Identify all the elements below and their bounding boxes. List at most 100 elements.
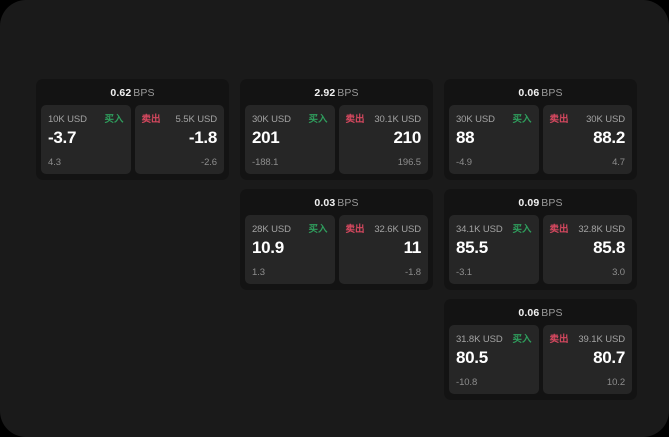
sell-price: -1.8: [188, 128, 217, 147]
sell-size-label: 32.8K USD: [578, 224, 625, 235]
buy-panel[interactable]: 31.8K USD 买入 80.5 -10.8: [449, 325, 539, 394]
buy-action-label: 买入: [104, 114, 124, 125]
sell-delta: 4.7: [612, 157, 625, 168]
buy-price: -3.7: [48, 128, 77, 147]
spread-card[interactable]: 0.06 BPS 31.8K USD 买入 80.5 -10.8 卖出: [444, 299, 637, 400]
sell-size-label: 30K USD: [586, 114, 625, 125]
card-header: 0.06 BPS: [449, 304, 632, 325]
column-2: 2.92 BPS 30K USD 买入 201 -188.1 卖出: [240, 79, 433, 400]
sell-action-label: 卖出: [345, 114, 365, 125]
buy-panel[interactable]: 30K USD 买入 201 -188.1: [245, 105, 335, 174]
buy-delta: 1.3: [252, 267, 265, 278]
bps-unit: BPS: [133, 87, 155, 99]
card-sides: 31.8K USD 买入 80.5 -10.8 卖出 39.1K USD 80.…: [449, 325, 632, 394]
sell-panel-header: 卖出 32.6K USD: [346, 221, 422, 235]
buy-panel[interactable]: 30K USD 买入 88 -4.9: [449, 105, 539, 174]
card-sides: 34.1K USD 买入 85.5 -3.1 卖出 32.8K USD 85.8…: [449, 215, 632, 284]
card-sides: 28K USD 买入 10.9 1.3 卖出 32.6K USD 11 -1.8: [245, 215, 428, 284]
sell-size-label: 39.1K USD: [578, 334, 625, 345]
sell-panel-header: 卖出 30K USD: [549, 111, 626, 125]
sell-panel[interactable]: 卖出 30K USD 88.2 4.7: [542, 105, 632, 174]
sell-panel[interactable]: 卖出 5.5K USD -1.8 -2.6: [134, 105, 224, 174]
sell-action-label: 卖出: [549, 334, 569, 345]
column-1: 0.62 BPS 10K USD 买入 -3.7 4.3 卖出: [36, 79, 229, 400]
bps-unit: BPS: [337, 197, 359, 209]
sell-price: 210: [393, 128, 422, 147]
spread-card[interactable]: 0.62 BPS 10K USD 买入 -3.7 4.3 卖出: [36, 79, 229, 180]
sell-delta: -2.6: [201, 157, 217, 168]
sell-panel-header: 卖出 5.5K USD: [141, 111, 218, 125]
sell-size-label: 5.5K USD: [175, 114, 218, 125]
buy-size-label: 30K USD: [252, 114, 291, 125]
card-header: 0.03 BPS: [245, 194, 428, 215]
sell-panel-header: 卖出 30.1K USD: [345, 111, 422, 125]
bps-value: 0.03: [314, 197, 336, 209]
buy-size-label: 28K USD: [252, 224, 291, 235]
card-sides: 30K USD 买入 201 -188.1 卖出 30.1K USD 210 1…: [245, 105, 428, 174]
buy-panel[interactable]: 28K USD 买入 10.9 1.3: [245, 215, 335, 284]
buy-delta: -10.8: [456, 377, 478, 388]
buy-delta: -4.9: [456, 157, 472, 168]
buy-price: 80.5: [456, 348, 488, 367]
buy-panel[interactable]: 10K USD 买入 -3.7 4.3: [41, 105, 131, 174]
buy-panel-header: 34.1K USD 买入: [456, 221, 532, 235]
sell-price: 80.7: [593, 348, 625, 367]
spread-card[interactable]: 2.92 BPS 30K USD 买入 201 -188.1 卖出: [240, 79, 433, 180]
bps-unit: BPS: [541, 87, 563, 99]
buy-panel-header: 28K USD 买入: [252, 221, 328, 235]
sell-delta: 10.2: [606, 377, 625, 388]
sell-size-label: 32.6K USD: [374, 224, 421, 235]
sell-delta: 3.0: [612, 267, 625, 278]
bps-value: 0.06: [518, 307, 540, 319]
bps-value: 0.06: [518, 87, 540, 99]
buy-size-label: 31.8K USD: [456, 334, 503, 345]
buy-panel-header: 30K USD 买入: [252, 111, 328, 125]
bps-value: 2.92: [314, 87, 336, 99]
sell-action-label: 卖出: [549, 114, 569, 125]
buy-delta: -188.1: [252, 157, 279, 168]
buy-action-label: 买入: [308, 224, 328, 235]
buy-price: 88: [456, 128, 475, 147]
sell-panel[interactable]: 卖出 30.1K USD 210 196.5: [338, 105, 428, 174]
buy-delta: 4.3: [48, 157, 61, 168]
buy-panel-header: 10K USD 买入: [48, 111, 124, 125]
bps-value: 0.62: [110, 87, 132, 99]
sell-panel[interactable]: 卖出 32.6K USD 11 -1.8: [338, 215, 428, 284]
column-3: 0.06 BPS 30K USD 买入 88 -4.9 卖出: [444, 79, 637, 400]
spread-card[interactable]: 0.06 BPS 30K USD 买入 88 -4.9 卖出: [444, 79, 637, 180]
sell-price: 85.8: [593, 238, 625, 257]
sell-delta: 196.5: [397, 157, 421, 168]
buy-price: 10.9: [252, 238, 284, 257]
spread-card-grid: 0.62 BPS 10K USD 买入 -3.7 4.3 卖出: [36, 79, 637, 400]
sell-panel[interactable]: 卖出 39.1K USD 80.7 10.2: [542, 325, 632, 394]
buy-size-label: 10K USD: [48, 114, 87, 125]
sell-panel[interactable]: 卖出 32.8K USD 85.8 3.0: [542, 215, 632, 284]
sell-price: 11: [403, 238, 422, 257]
sell-panel-header: 卖出 39.1K USD: [549, 331, 626, 345]
buy-action-label: 买入: [308, 114, 328, 125]
spread-card[interactable]: 0.09 BPS 34.1K USD 买入 85.5 -3.1 卖出: [444, 189, 637, 290]
card-header: 0.62 BPS: [41, 84, 224, 105]
buy-panel-header: 31.8K USD 买入: [456, 331, 532, 345]
card-header: 0.09 BPS: [449, 194, 632, 215]
buy-size-label: 30K USD: [456, 114, 495, 125]
card-header: 0.06 BPS: [449, 84, 632, 105]
buy-size-label: 34.1K USD: [456, 224, 503, 235]
buy-delta: -3.1: [456, 267, 472, 278]
sell-delta: -1.8: [405, 267, 421, 278]
sell-action-label: 卖出: [141, 114, 161, 125]
bps-unit: BPS: [541, 197, 563, 209]
sell-panel-header: 卖出 32.8K USD: [549, 221, 626, 235]
bps-unit: BPS: [541, 307, 563, 319]
spread-card[interactable]: 0.03 BPS 28K USD 买入 10.9 1.3 卖出: [240, 189, 433, 290]
buy-action-label: 买入: [512, 114, 532, 125]
bps-unit: BPS: [337, 87, 359, 99]
sell-action-label: 卖出: [549, 224, 569, 235]
card-sides: 10K USD 买入 -3.7 4.3 卖出 5.5K USD -1.8 -2.…: [41, 105, 224, 174]
card-header: 2.92 BPS: [245, 84, 428, 105]
buy-panel[interactable]: 34.1K USD 买入 85.5 -3.1: [449, 215, 539, 284]
sell-size-label: 30.1K USD: [374, 114, 421, 125]
card-sides: 30K USD 买入 88 -4.9 卖出 30K USD 88.2 4.7: [449, 105, 632, 174]
buy-action-label: 买入: [512, 334, 532, 345]
